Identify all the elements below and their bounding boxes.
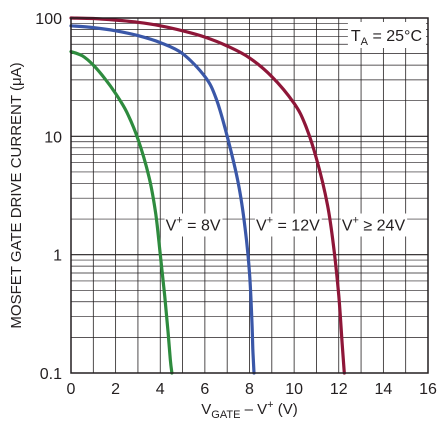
y-tick-label: 1 [53, 248, 62, 265]
series-line-2 [69, 24, 256, 375]
plot-frame [70, 17, 429, 374]
x-axis-title: VGATE – V+ (V) [201, 399, 297, 421]
grid [71, 18, 428, 373]
series-label-bg [254, 213, 322, 237]
y-tick-label: 10 [44, 129, 62, 146]
series-label-bg [164, 213, 223, 237]
y-tick-label: 0.1 [40, 366, 62, 383]
tick-labels: 0 2 4 6 8 10 12 14 16 0.1 1 10 100 [35, 11, 437, 398]
x-tick-label: 0 [67, 381, 76, 398]
x-tick-label: 10 [285, 381, 303, 398]
series-labels: V+ = 8V V+ = 12V V+ ≥ 24V [164, 213, 408, 237]
series-label-2: V+ = 12V [256, 215, 320, 235]
temperature-annotation-bg [347, 22, 426, 48]
series-label-3: V+ ≥ 24V [342, 215, 406, 235]
y-axis-title: MOSFET GATE DRIVE CURRENT (μA) [8, 62, 25, 328]
x-tick-label: 4 [156, 381, 165, 398]
x-tick-label: 14 [374, 381, 392, 398]
temperature-annotation: TA = 25°C [351, 28, 422, 48]
series-label-bg [340, 213, 408, 237]
curves [69, 16, 346, 375]
x-tick-label: 2 [111, 381, 120, 398]
x-tick-label: 8 [245, 381, 254, 398]
x-tick-label: 12 [330, 381, 348, 398]
series-line-1 [69, 50, 174, 375]
x-tick-label: 16 [419, 381, 437, 398]
x-tick-label: 6 [200, 381, 209, 398]
y-tick-label: 100 [35, 11, 62, 28]
series-line-3 [69, 16, 346, 375]
series-label-1: V+ = 8V [166, 215, 221, 235]
